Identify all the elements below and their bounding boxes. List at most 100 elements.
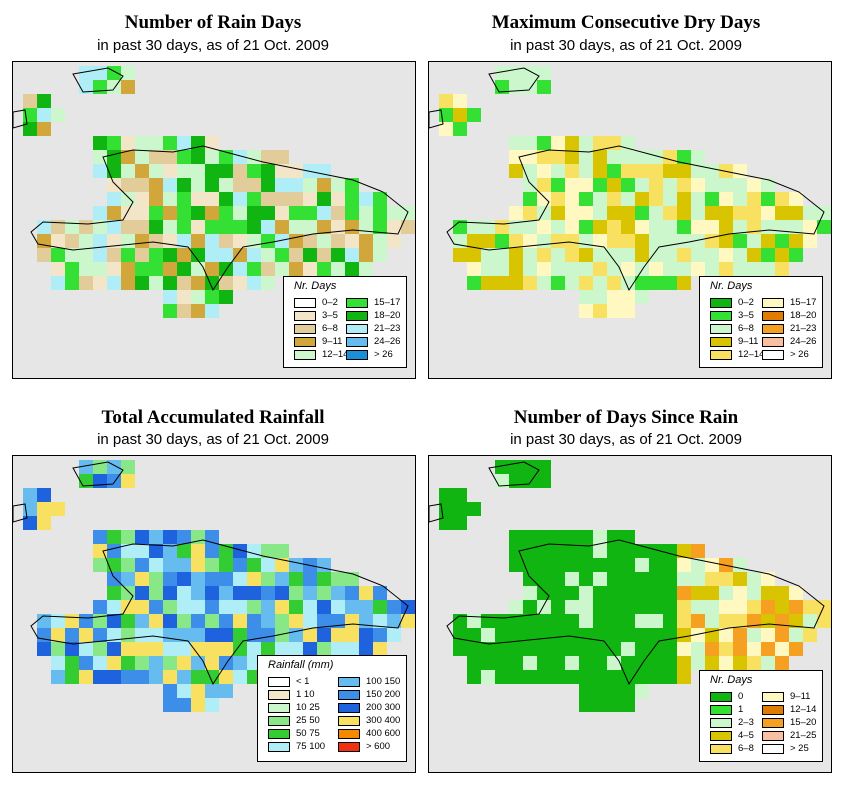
- legend-swatch: [294, 323, 316, 334]
- legend-item: 50 75: [268, 728, 320, 739]
- legend-item: 3–5: [710, 310, 754, 321]
- legend-label: 1 10: [296, 689, 315, 700]
- legend-item: 9–11: [762, 691, 810, 702]
- legend-swatch: [268, 689, 290, 700]
- legend-label: 6–8: [738, 743, 754, 754]
- legend-swatch: [294, 310, 316, 321]
- legend-swatch: [710, 336, 732, 347]
- legend-swatch: [710, 310, 732, 321]
- legend-rain-days: Nr. Days 0–2 3–5 6–8 9–11 12–14 15–17 18–20 21–…: [283, 276, 407, 368]
- panel-title-days-since: Number of Days Since Rain: [513, 407, 739, 428]
- legend-item: > 25: [762, 743, 809, 754]
- legend-item: 1 10: [268, 689, 315, 700]
- panel-title-max-dry: Maximum Consecutive Dry Days: [491, 12, 761, 33]
- legend-label: 15–17: [790, 297, 817, 308]
- legend-item: 400 600: [338, 728, 400, 739]
- legend-swatch: [346, 349, 368, 360]
- legend-label: > 26: [374, 349, 393, 360]
- legend-item: 2–3: [710, 717, 754, 728]
- rainfall-grid: [23, 66, 415, 318]
- legend-days-since: Nr. Days 0 1 2–3 4–5 6–8 9–11 12–14 15–20 21–25 >…: [699, 670, 823, 762]
- panel-subtitle-total-rain: in past 30 days, as of 21 Oct. 2009: [97, 431, 329, 448]
- legend-item: 15–17: [346, 297, 400, 308]
- legend-swatch: [762, 717, 784, 728]
- legend-swatch: [294, 349, 316, 360]
- legend-label: 200 300: [366, 702, 401, 713]
- legend-swatch: [710, 349, 732, 360]
- legend-label: 12–14: [738, 349, 765, 360]
- legend-item: 150 200: [338, 689, 400, 700]
- legend-item: 15–20: [762, 717, 816, 728]
- legend-item: 24–26: [346, 336, 400, 347]
- legend-item: 0–2: [710, 297, 754, 308]
- legend-swatch: [338, 728, 360, 739]
- legend-label: 9–11: [322, 336, 343, 347]
- legend-item: > 26: [346, 349, 393, 360]
- panel-subtitle-days-since: in past 30 days, as of 21 Oct. 2009: [510, 431, 742, 448]
- legend-swatch: [762, 691, 784, 702]
- legend-item: 0–2: [294, 297, 338, 308]
- legend-item: 6–8: [710, 323, 754, 334]
- legend-label: 21–25: [790, 730, 817, 741]
- legend-title: Rainfall (mm): [268, 659, 334, 671]
- legend-item: 6–8: [294, 323, 338, 334]
- legend-item: 0: [710, 691, 743, 702]
- legend-item: 6–8: [710, 743, 754, 754]
- legend-label: 9–11: [738, 336, 759, 347]
- legend-label: > 26: [790, 349, 809, 360]
- coastline: [13, 67, 409, 292]
- legend-item: < 1: [268, 676, 309, 687]
- legend-swatch: [762, 743, 784, 754]
- legend-item: 12–14: [710, 349, 764, 360]
- legend-label: 15–20: [790, 717, 817, 728]
- legend-item: 10 25: [268, 702, 320, 713]
- legend-label: 6–8: [738, 323, 754, 334]
- legend-swatch: [346, 297, 368, 308]
- legend-label: 15–17: [374, 297, 401, 308]
- legend-label: 2–3: [738, 717, 754, 728]
- legend-label: 3–5: [322, 310, 338, 321]
- legend-item: 200 300: [338, 702, 400, 713]
- legend-swatch: [762, 704, 784, 715]
- legend-title: Nr. Days: [294, 280, 337, 292]
- rainfall-grid: [23, 460, 415, 712]
- legend-swatch: [710, 297, 732, 308]
- legend-label: 150 200: [366, 689, 401, 700]
- legend-label: 3–5: [738, 310, 754, 321]
- legend-swatch: [338, 702, 360, 713]
- legend-swatch: [346, 323, 368, 334]
- panel-title-total-rain: Total Accumulated Rainfall: [101, 407, 325, 428]
- legend-swatch: [762, 323, 784, 334]
- legend-swatch: [346, 310, 368, 321]
- legend-label: 9–11: [790, 691, 811, 702]
- panel-subtitle-rain-days: in past 30 days, as of 21 Oct. 2009: [97, 37, 329, 54]
- legend-label: 1: [738, 704, 744, 715]
- map-rain-days: Nr. Days 0–2 3–5 6–8 9–11 12–14 15–17 18–20 21–…: [12, 61, 416, 379]
- coastline: [429, 67, 825, 292]
- legend-swatch: [762, 310, 784, 321]
- legend-swatch: [710, 323, 732, 334]
- legend-label: 100 150: [366, 676, 401, 687]
- legend-item: 1: [710, 704, 743, 715]
- legend-item: > 600: [338, 741, 390, 752]
- legend-item: 300 400: [338, 715, 400, 726]
- legend-item: 75 100: [268, 741, 325, 752]
- map-days-since: Nr. Days 0 1 2–3 4–5 6–8 9–11 12–14 15–20 21–25 >…: [428, 455, 832, 773]
- legend-item: 12–14: [294, 349, 348, 360]
- legend-item: 4–5: [710, 730, 754, 741]
- map-total-rain: Rainfall (mm) < 1 1 10 10 25 25 50 50 75 75 1…: [12, 455, 416, 773]
- legend-label: 18–20: [790, 310, 817, 321]
- panel-subtitle-max-dry: in past 30 days, as of 21 Oct. 2009: [510, 37, 742, 54]
- legend-item: 9–11: [294, 336, 342, 347]
- legend-swatch: [346, 336, 368, 347]
- legend-title: Nr. Days: [710, 674, 753, 686]
- legend-label: > 600: [366, 741, 391, 752]
- legend-label: 300 400: [366, 715, 401, 726]
- legend-label: 21–23: [790, 323, 817, 334]
- legend-item: 25 50: [268, 715, 320, 726]
- legend-swatch: [762, 730, 784, 741]
- legend-item: 9–11: [710, 336, 758, 347]
- map-max-dry: Nr. Days 0–2 3–5 6–8 9–11 12–14 15–17 18–20 21–…: [428, 61, 832, 379]
- panel-title-rain-days: Number of Rain Days: [124, 12, 302, 33]
- legend-label: 24–26: [790, 336, 817, 347]
